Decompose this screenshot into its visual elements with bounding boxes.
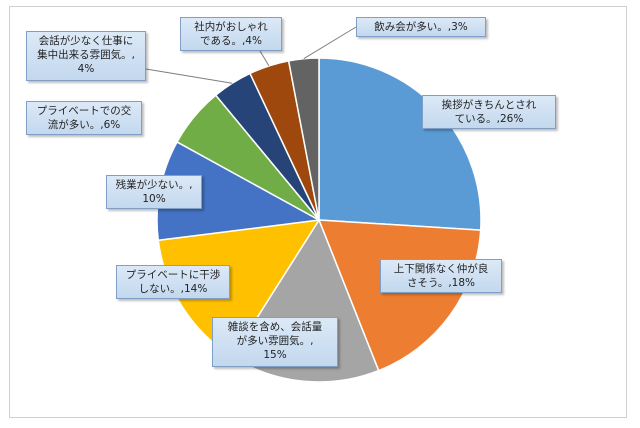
pie-slice [318,57,482,231]
callout-text: 挨拶がきちんとされ [441,99,537,111]
leader-line [145,68,233,84]
callout-zangyou: 残業が少ない。, 10% [106,175,202,209]
callout-zatsudan: 雑談を含め、会話量 が多い雰囲気。, 15% [212,317,338,367]
callout-joge: 上下関係なく仲が良 さそう。,18% [380,259,502,293]
callout-text: 会話が少なく仕事に [38,35,134,47]
callout-text: 15% [263,349,287,361]
callout-text: プライベートでの交 [36,105,132,117]
callout-private-kanshou: プライベートに干渉 しない。,14% [116,265,230,299]
chart-area: 挨拶がきちんとされ ている。,26% 上下関係なく仲が良 さそう。,18% 雑談… [9,6,627,418]
callout-oshare: 社内がおしゃれ である。,4% [180,17,282,51]
callout-text: 社内がおしゃれ [194,21,268,33]
callout-text: 飲み会が多い。,3% [374,21,468,33]
leader-line [303,26,357,60]
callout-nomikai: 飲み会が多い。,3% [356,17,486,37]
callout-private-kouryuu: プライベートでの交 流が多い。,6% [26,101,142,135]
callout-text: が多い雰囲気。, [236,335,314,347]
callout-text: 4% [77,63,95,75]
callout-aisatsu: 挨拶がきちんとされ ている。,26% [422,95,556,129]
callout-text: さそう。,18% [406,277,476,289]
pie-slice [317,219,482,372]
callout-text: 上下関係なく仲が良 [393,263,489,275]
callout-text: 集中出来る雰囲気。, [37,49,135,61]
callout-text: 雑談を含め、会話量 [227,321,323,333]
callout-text: ている。,26% [454,113,524,125]
callout-text: 流が多い。,6% [47,119,121,131]
callout-text: 10% [142,193,166,205]
callout-text: プライベートに干渉 [125,269,221,281]
leader-line [259,50,270,67]
callout-kaiwa-sukunai: 会話が少なく仕事に 集中出来る雰囲気。, 4% [26,31,146,81]
callout-text: である。,4% [200,35,262,47]
callout-text: 残業が少ない。, [115,179,193,191]
pie-chart [145,26,482,383]
callout-text: しない。,14% [138,283,208,295]
